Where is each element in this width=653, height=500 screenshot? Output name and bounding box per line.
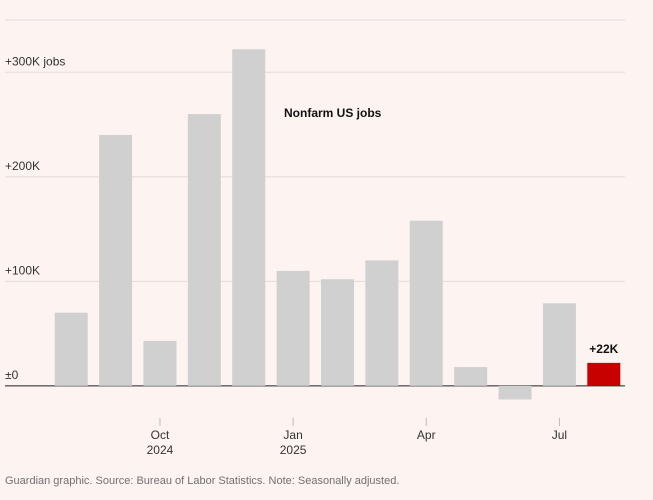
bar (454, 367, 488, 386)
y-tick-label: +100K (5, 264, 40, 278)
x-tick-label: Oct 2024 (147, 428, 174, 457)
bar (187, 114, 221, 386)
y-tick-label: +200K (5, 159, 40, 173)
y-tick-label: ±0 (5, 368, 19, 382)
y-tick-label: +300K jobs (5, 54, 65, 68)
bar (276, 270, 310, 386)
x-tick-label: Jan 2025 (280, 428, 307, 457)
bar (587, 362, 621, 386)
bar (54, 312, 88, 386)
bar (321, 279, 354, 386)
bar (498, 385, 532, 400)
annotation: Nonfarm US jobs (284, 106, 382, 120)
bar (232, 49, 266, 386)
x-tick-label: Jul (552, 428, 567, 442)
bar (99, 134, 133, 386)
bar (365, 260, 399, 386)
value-label: +22K (589, 342, 618, 356)
bar (143, 340, 177, 386)
bar (542, 303, 576, 386)
x-tick-label: Apr (417, 428, 436, 442)
bar (409, 220, 443, 386)
source: Guardian graphic. Source: Bureau of Labo… (5, 475, 399, 487)
